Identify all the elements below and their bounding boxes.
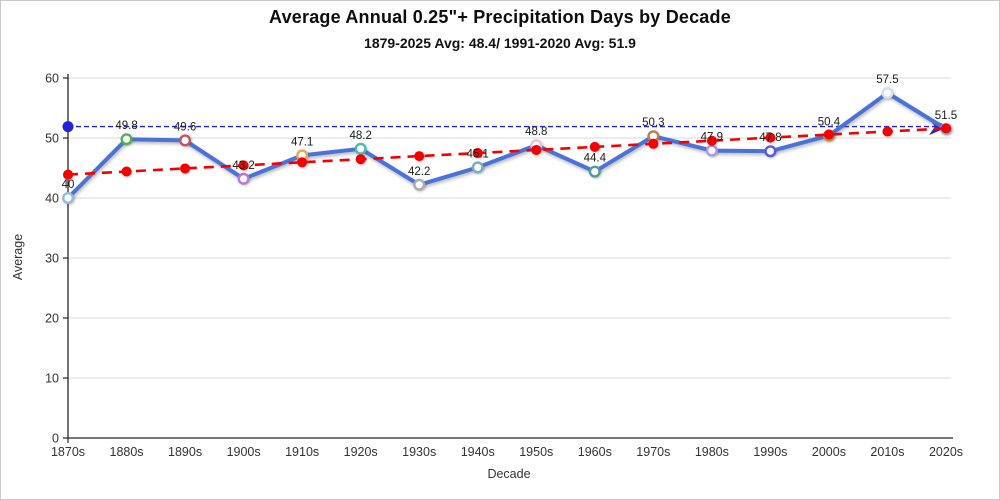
x-tick-label: 1920s [344,445,378,459]
data-point-label: 49.8 [115,120,137,132]
trend-point [238,160,249,171]
data-point-marker [588,165,601,178]
data-point-label: 49.6 [174,121,196,133]
x-tick-label: 1930s [402,445,436,459]
data-point-label: 51.5 [935,110,957,122]
data-point-marker [62,191,75,204]
x-tick-label: 1980s [695,445,729,459]
data-point-label: 47.1 [291,136,313,148]
data-point-label: 44.4 [584,153,607,165]
trend-point [355,154,366,165]
reference-line-start-cap [62,121,74,133]
x-tick-label: 1900s [227,445,261,459]
trend-line [67,127,947,176]
trend-point [648,138,659,149]
x-tick-label: 2000s [812,445,846,459]
data-point-marker [413,178,426,191]
chart-title: Average Annual 0.25"+ Precipitation Days… [269,7,731,27]
trend-point [823,129,834,140]
trend-point [63,169,73,180]
data-point-label: 57.5 [876,74,898,86]
y-tick-label: 50 [45,132,59,146]
x-tick-label: 1910s [285,445,319,459]
data-point-label: 47.9 [701,132,723,144]
trend-point [414,151,425,162]
trend-point [531,144,542,155]
x-tick-label: 2020s [929,445,963,459]
x-tick-label: 1940s [461,445,495,459]
trend-point [941,123,951,134]
data-point-marker [354,142,367,155]
data-point-marker [705,144,718,157]
series-line [66,91,948,200]
data-point-label: 43.2 [232,160,254,172]
data-point-label: 45.1 [467,148,489,160]
data-point-marker [179,134,192,147]
y-tick-label: 60 [45,72,59,86]
data-point-label: 47.8 [759,132,781,144]
x-tick-label: 1990s [753,445,787,459]
trend-point [765,132,776,143]
trend-point [297,157,308,168]
x-tick-label: 1960s [578,445,612,459]
trend-point [180,163,191,174]
data-point-label: 50.4 [818,117,841,129]
trend-point [706,135,717,146]
x-tick-label: 1880s [110,445,144,459]
y-tick-label: 0 [52,432,59,446]
trend-point [121,166,132,177]
trend-point [472,148,483,159]
x-tick-label: 2010s [870,445,904,459]
data-point-marker [471,161,484,174]
trend-point [589,141,600,152]
y-tick-label: 10 [45,372,59,386]
data-point-marker [237,172,250,185]
data-point-label: 48.8 [525,126,547,138]
data-point-label: 40 [62,179,75,191]
x-tick-label: 1950s [519,445,553,459]
data-point-marker [881,86,894,99]
data-point-label: 50.3 [642,117,664,129]
data-point-marker [764,145,777,158]
chart-subtitle: 1879-2025 Avg: 48.4/ 1991-2020 Avg: 51.9 [364,35,636,51]
trend-point [882,126,893,137]
y-tick-label: 20 [45,312,59,326]
x-tick-label: 1870s [51,445,85,459]
x-tick-label: 1890s [168,445,202,459]
data-point-label: 42.2 [408,166,430,178]
y-tick-label: 30 [45,252,59,266]
data-point-marker [120,133,133,146]
x-axis-title: Decade [487,467,531,481]
data-point-label: 48.2 [349,130,371,142]
x-tick-label: 1970s [636,445,670,459]
y-tick-label: 40 [45,192,59,206]
